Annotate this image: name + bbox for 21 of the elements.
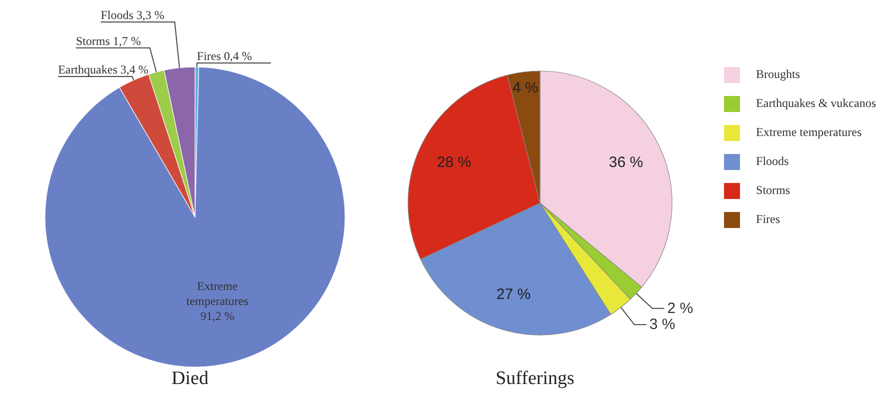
legend-label: Extreme temperatures: [756, 125, 862, 139]
data-label: 36 %: [608, 154, 644, 172]
slice-label: Floods 3,3 %: [100, 8, 164, 22]
legend-label: Fires: [756, 212, 780, 226]
legend-label: Floods: [756, 154, 789, 168]
slice-label: Earthquakes 3,4 %: [58, 62, 148, 76]
data-label: 28 %: [436, 154, 472, 172]
data-label: 91,2 %: [200, 309, 234, 324]
data-label: 27 %: [496, 286, 531, 303]
slice-label: Extreme temperatures: [186, 279, 249, 308]
legend-label: Earthquakes & vukcanos: [756, 96, 876, 110]
data-label: 3 %: [649, 316, 676, 334]
legend-label: Storms: [756, 183, 790, 197]
pie-slice: [44, 66, 346, 368]
legend-label: Broughts: [756, 67, 800, 81]
slice-label: Fires 0,4 %: [196, 49, 252, 64]
text: Died: [170, 368, 210, 390]
data-label: 2 %: [667, 300, 694, 317]
text: Sufferings: [494, 368, 576, 390]
data-label: 4 %: [512, 79, 538, 96]
slice-label: Storms 1,7 %: [76, 34, 141, 48]
